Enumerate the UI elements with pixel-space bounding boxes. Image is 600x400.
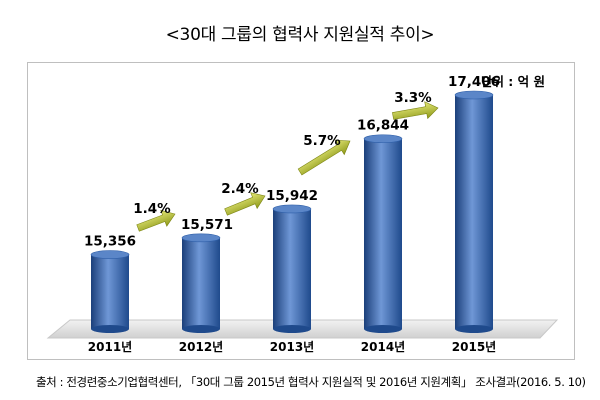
bar-2015년 — [454, 90, 494, 333]
growth-arrow — [297, 139, 351, 176]
source-note: 출처 : 전경련중소기업협력센터, 「30대 그룹 2015년 협력사 지원실적… — [36, 375, 586, 389]
value-label: 16,844 — [357, 118, 409, 134]
bar-2011년 — [90, 250, 130, 333]
bar-2013년 — [272, 204, 312, 333]
category-label: 2013년 — [270, 340, 314, 354]
growth-label: 5.7% — [303, 133, 341, 149]
growth-label: 1.4% — [133, 201, 171, 217]
growth-arrow — [392, 101, 439, 120]
growth-label: 2.4% — [221, 181, 259, 197]
chart-title: <30대 그룹의 협력사 지원실적 추이> — [165, 25, 435, 45]
category-label: 2014년 — [361, 340, 405, 354]
growth-arrow — [136, 209, 176, 232]
category-label: 2011년 — [88, 340, 132, 354]
value-label: 15,571 — [181, 217, 233, 233]
unit-label: 단위 : 억 원 — [481, 74, 545, 89]
value-label: 15,356 — [84, 234, 136, 250]
bar-2014년 — [363, 134, 403, 333]
bar-2012년 — [181, 233, 221, 333]
category-label: 2012년 — [179, 340, 223, 354]
value-label: 17,406 — [448, 74, 500, 90]
growth-label: 3.3% — [394, 90, 432, 106]
value-label: 15,942 — [266, 188, 318, 204]
growth-arrow — [224, 192, 266, 216]
category-label: 2015년 — [452, 340, 496, 354]
